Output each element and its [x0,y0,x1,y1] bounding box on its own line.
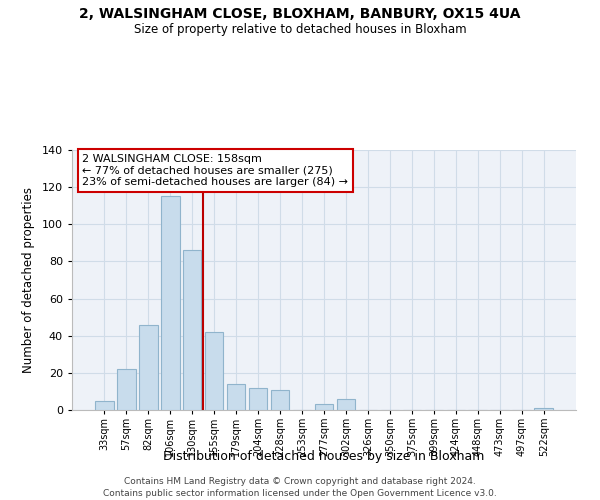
Bar [314,404,334,410]
Bar [271,390,289,410]
Text: 2, WALSINGHAM CLOSE, BLOXHAM, BANBURY, OX15 4UA: 2, WALSINGHAM CLOSE, BLOXHAM, BANBURY, O… [79,8,521,22]
Text: Contains public sector information licensed under the Open Government Licence v3: Contains public sector information licen… [103,489,497,498]
Bar [117,369,136,410]
Bar [161,196,179,410]
Bar [183,250,202,410]
Bar [205,332,223,410]
Text: Distribution of detached houses by size in Bloxham: Distribution of detached houses by size … [163,450,485,463]
Text: Size of property relative to detached houses in Bloxham: Size of property relative to detached ho… [134,22,466,36]
Bar [249,388,268,410]
Bar [95,400,113,410]
Text: Contains HM Land Registry data © Crown copyright and database right 2024.: Contains HM Land Registry data © Crown c… [124,478,476,486]
Bar [139,324,158,410]
Text: 2 WALSINGHAM CLOSE: 158sqm
← 77% of detached houses are smaller (275)
23% of sem: 2 WALSINGHAM CLOSE: 158sqm ← 77% of deta… [82,154,348,187]
Y-axis label: Number of detached properties: Number of detached properties [22,187,35,373]
Bar [227,384,245,410]
Bar [337,399,355,410]
Bar [535,408,553,410]
